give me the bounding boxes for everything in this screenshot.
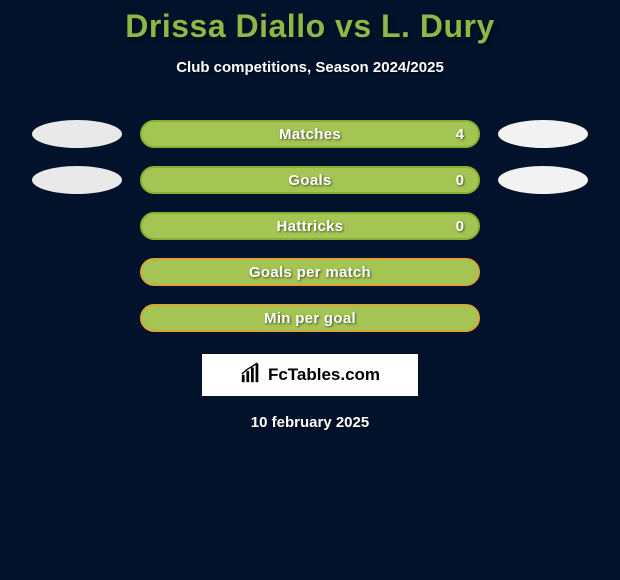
chart-icon	[240, 362, 262, 389]
page-title: Drissa Diallo vs L. Dury	[0, 8, 620, 45]
stat-label: Goals per match	[249, 264, 371, 281]
right-spacer	[498, 212, 588, 240]
comparison-container: Drissa Diallo vs L. Dury Club competitio…	[0, 0, 620, 431]
stat-bar-gpm: Goals per match	[140, 258, 480, 286]
stat-bar-goals: Goals 0	[140, 166, 480, 194]
left-ellipse	[32, 120, 122, 148]
stat-row: Hattricks 0	[0, 212, 620, 240]
stat-label: Min per goal	[264, 310, 356, 327]
stat-value: 0	[456, 172, 464, 189]
left-ellipse	[32, 166, 122, 194]
stat-bar-matches: Matches 4	[140, 120, 480, 148]
logo-box: FcTables.com	[202, 354, 418, 396]
stat-label: Goals	[288, 172, 331, 189]
right-ellipse	[498, 166, 588, 194]
stat-row: Goals 0	[0, 166, 620, 194]
stat-value: 4	[456, 126, 464, 143]
date-label: 10 february 2025	[0, 414, 620, 431]
logo-text: FcTables.com	[268, 365, 380, 385]
stat-label: Hattricks	[277, 218, 344, 235]
stat-row: Goals per match	[0, 258, 620, 286]
right-spacer	[498, 304, 588, 332]
stat-row: Matches 4	[0, 120, 620, 148]
stat-bar-hattricks: Hattricks 0	[140, 212, 480, 240]
subtitle: Club competitions, Season 2024/2025	[0, 59, 620, 76]
left-spacer	[32, 258, 122, 286]
stat-label: Matches	[279, 126, 341, 143]
right-spacer	[498, 258, 588, 286]
stat-rows: Matches 4 Goals 0 Hattricks 0 Goals	[0, 120, 620, 332]
stat-value: 0	[456, 218, 464, 235]
stat-bar-mpg: Min per goal	[140, 304, 480, 332]
left-spacer	[32, 212, 122, 240]
right-ellipse	[498, 120, 588, 148]
stat-row: Min per goal	[0, 304, 620, 332]
left-spacer	[32, 304, 122, 332]
